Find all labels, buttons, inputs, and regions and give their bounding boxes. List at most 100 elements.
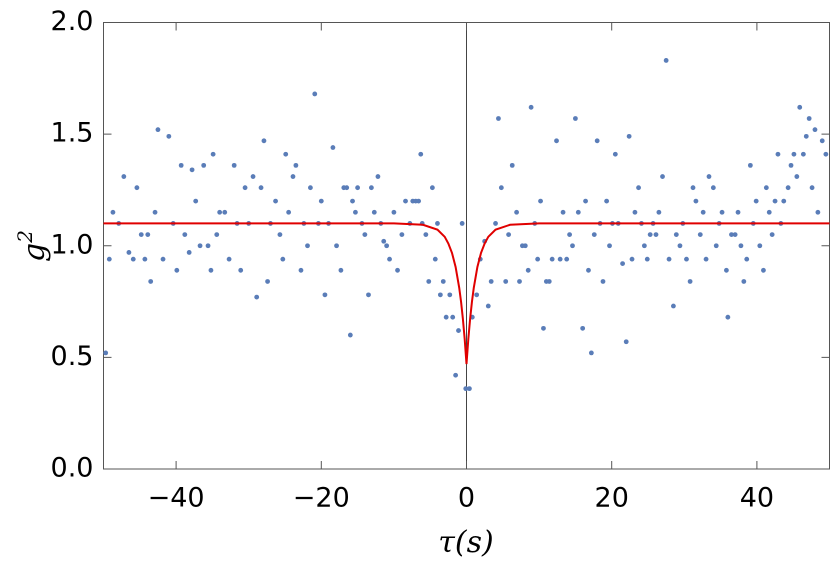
data-point xyxy=(182,232,188,237)
data-point xyxy=(121,174,127,179)
data-point xyxy=(399,232,405,237)
data-point xyxy=(735,209,741,215)
data-point xyxy=(273,198,278,204)
y-tick-label: 1.0 xyxy=(51,229,94,260)
data-point xyxy=(142,256,148,262)
data-point xyxy=(781,198,787,204)
data-point xyxy=(791,151,797,157)
data-point xyxy=(160,256,166,262)
data-point xyxy=(418,151,424,157)
data-point xyxy=(546,279,552,284)
data-point xyxy=(666,256,672,262)
data-point xyxy=(435,221,440,226)
data-point xyxy=(761,267,766,273)
data-point xyxy=(217,209,223,215)
data-point xyxy=(506,232,512,237)
data-point xyxy=(725,314,731,320)
data-point xyxy=(623,339,629,345)
data-point xyxy=(362,232,368,237)
data-point xyxy=(626,133,632,139)
data-point xyxy=(687,279,693,284)
data-point xyxy=(403,198,408,204)
data-point xyxy=(330,145,336,150)
data-point xyxy=(747,162,753,168)
data-point xyxy=(713,243,719,249)
data-point xyxy=(286,209,292,215)
y-tick-label: 2.0 xyxy=(51,6,94,37)
data-point xyxy=(517,279,522,284)
data-point xyxy=(800,151,806,157)
data-point xyxy=(437,292,443,298)
data-point xyxy=(819,138,825,144)
data-point xyxy=(498,185,504,191)
data-point xyxy=(557,256,563,262)
data-point xyxy=(806,116,812,121)
plot-area xyxy=(103,22,830,469)
data-point xyxy=(815,209,821,215)
data-point xyxy=(588,350,594,356)
data-point xyxy=(554,138,559,144)
data-point xyxy=(660,174,665,179)
data-point xyxy=(423,232,429,237)
data-point xyxy=(700,209,706,215)
data-point xyxy=(205,243,211,249)
data-point xyxy=(812,127,818,133)
data-point xyxy=(338,267,344,273)
data-point xyxy=(809,185,815,191)
data-point xyxy=(201,162,207,168)
data-point xyxy=(277,232,283,237)
data-point xyxy=(186,250,192,255)
data-point xyxy=(193,198,199,204)
data-point xyxy=(794,174,800,179)
data-point xyxy=(152,209,158,215)
data-point xyxy=(283,151,289,157)
data-point xyxy=(130,256,136,262)
data-point xyxy=(429,185,435,191)
data-point xyxy=(459,221,465,226)
y-tick-label: 1.5 xyxy=(51,118,94,149)
data-point xyxy=(334,243,339,249)
data-point xyxy=(788,162,794,168)
data-point xyxy=(126,250,132,255)
data-point xyxy=(463,386,469,392)
data-point xyxy=(293,162,299,168)
data-point xyxy=(693,198,699,204)
data-point xyxy=(766,209,772,215)
y-axis-label: g2 xyxy=(13,230,52,262)
data-point xyxy=(641,243,647,249)
data-point xyxy=(514,209,519,215)
data-point xyxy=(522,243,528,249)
data-point xyxy=(724,267,729,273)
data-point xyxy=(381,238,387,244)
data-point xyxy=(772,198,778,204)
data-point xyxy=(653,232,659,237)
data-point xyxy=(298,267,304,273)
y-tick-label: 0.0 xyxy=(51,453,94,484)
data-point xyxy=(308,185,313,191)
data-point xyxy=(250,174,256,179)
x-axis-label: τ(s) xyxy=(438,525,493,560)
data-point xyxy=(440,279,446,284)
data-point xyxy=(493,221,498,226)
data-point xyxy=(261,138,267,144)
data-point xyxy=(684,256,689,262)
data-point xyxy=(604,198,610,204)
data-point xyxy=(636,185,641,191)
data-point xyxy=(803,133,809,139)
data-point xyxy=(238,267,244,273)
data-point xyxy=(671,303,676,309)
data-point xyxy=(178,162,184,168)
data-point xyxy=(432,256,438,262)
data-point xyxy=(106,256,112,262)
data-point xyxy=(496,116,501,121)
data-point xyxy=(656,209,662,215)
data-point xyxy=(580,325,586,331)
data-point xyxy=(366,292,371,298)
data-point xyxy=(763,185,769,191)
data-point xyxy=(447,292,453,298)
data-point xyxy=(353,209,358,215)
data-point xyxy=(208,267,214,273)
data-point xyxy=(629,256,635,262)
data-point xyxy=(391,209,397,215)
y-axis-label-sup: 2 xyxy=(13,230,37,244)
